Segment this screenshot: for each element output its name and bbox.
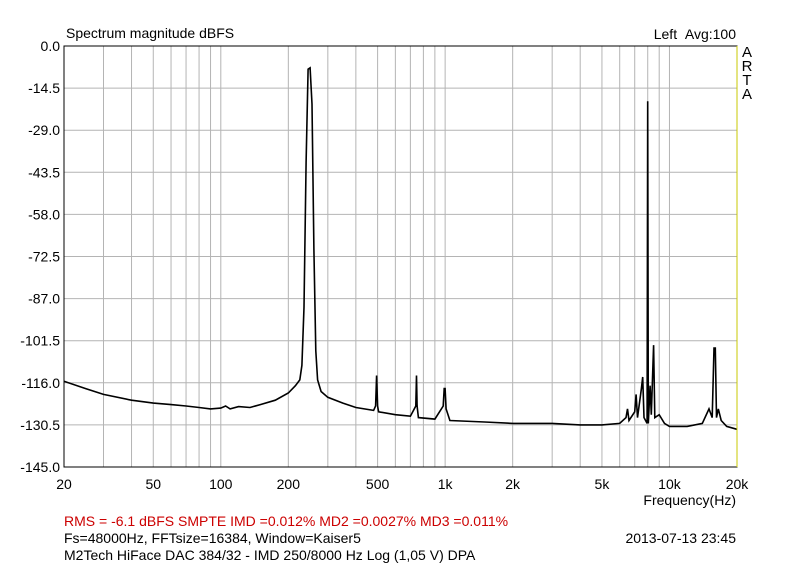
x-tick-label: 10k (658, 476, 682, 492)
x-tick-label: 50 (145, 476, 161, 492)
y-tick-label: -43.5 (28, 164, 60, 180)
x-axis-title: Frequency(Hz) (643, 492, 736, 508)
x-tick-label: 200 (277, 476, 301, 492)
x-tick-label: 5k (595, 476, 611, 492)
y-tick-label: -87.0 (28, 291, 60, 307)
y-tick-label: -130.5 (20, 417, 60, 433)
timestamp: 2013-07-13 23:45 (625, 530, 736, 546)
y-tick-label: -29.0 (28, 122, 60, 138)
x-tick-label: 500 (366, 476, 390, 492)
brand-letter: R (741, 58, 753, 75)
x-tick-label: 20 (56, 476, 72, 492)
x-tick-label: 2k (505, 476, 521, 492)
y-tick-label: 0.0 (41, 38, 61, 54)
grid (64, 46, 737, 467)
y-axis-ticks: 0.0 -14.5 -29.0 -43.5 -58.0 -72.5 -87.0 -101.5 -… (20, 38, 60, 475)
fft-settings: Fs=48000Hz, FFTsize=16384, Window=Kaiser… (64, 530, 361, 546)
x-tick-label: 1k (438, 476, 454, 492)
y-tick-label: -101.5 (20, 333, 60, 349)
y-tick-label: -58.0 (28, 206, 60, 222)
y-tick-label: -72.5 (28, 249, 60, 265)
channel-averaging-label: Left Avg:100 (560, 26, 736, 42)
device-description: M2Tech HiFace DAC 384/32 - IMD 250/8000 … (64, 547, 476, 563)
measurement-stats: RMS = -6.1 dBFS SMPTE IMD =0.012% MD2 =0… (64, 513, 509, 529)
channel-label: Left (653, 26, 678, 42)
brand-letter: A (741, 44, 752, 61)
x-axis-ticks: 20 50 100 200 500 1k 2k 5k 10k 20k (56, 476, 749, 492)
brand-letter: T (742, 72, 752, 89)
x-tick-label: 100 (209, 476, 233, 492)
averaging-label: Avg:100 (684, 26, 736, 42)
y-tick-label: -116.0 (21, 375, 60, 391)
x-tick-label: 20k (726, 476, 750, 492)
y-tick-label: -145.0 (20, 459, 60, 475)
y-tick-label: -14.5 (28, 80, 60, 96)
spectrum-series-line (63, 66, 738, 431)
brand-letter: A (741, 86, 752, 103)
chart-title: Spectrum magnitude dBFS (66, 25, 235, 41)
